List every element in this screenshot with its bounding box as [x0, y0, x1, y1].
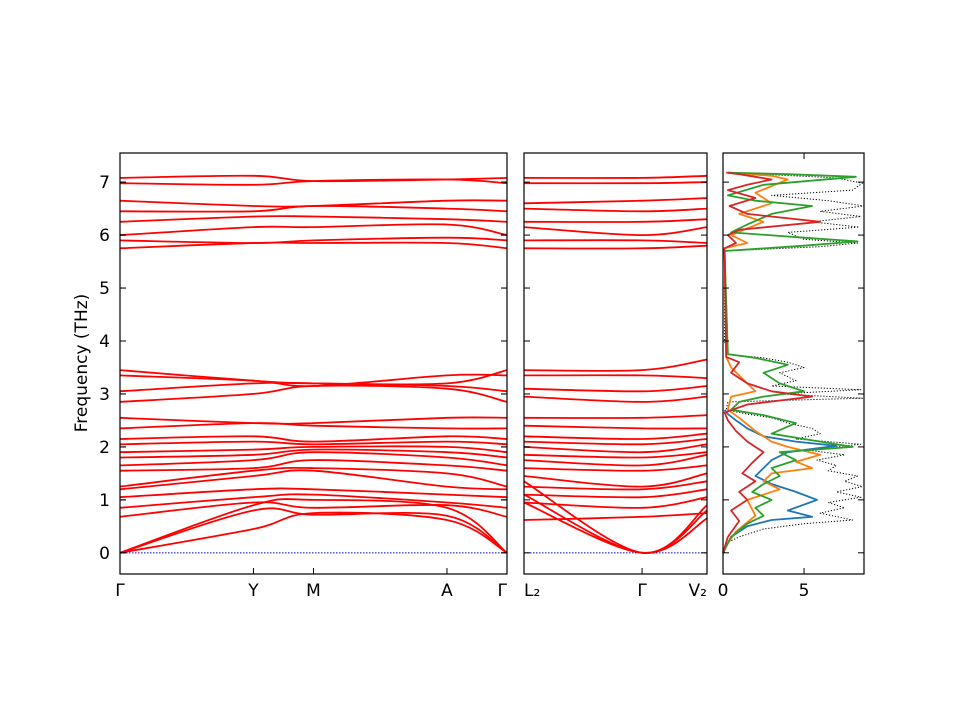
y-tick-label: 1 — [99, 491, 110, 511]
dos-series-line — [722, 171, 822, 554]
band-structure-secondary-band-line — [523, 472, 708, 488]
band-structure-secondary-band-line — [523, 443, 708, 454]
band-structure-secondary-band-line — [523, 453, 708, 467]
band-structure-secondary-band-line — [523, 480, 708, 491]
y-tick-label: 6 — [99, 226, 110, 246]
band-structure-secondary-band-line — [523, 480, 708, 554]
density-of-states-xtick-label: 5 — [799, 581, 810, 601]
band-structure-main-band-line — [119, 236, 508, 244]
band-structure-main-xtick-label: M — [306, 581, 321, 601]
band-structure-secondary-band-line — [523, 424, 708, 430]
y-tick-label: 3 — [99, 385, 110, 405]
band-structure-secondary-frame — [523, 152, 708, 575]
band-structure-main-xtick-label: Γ — [115, 581, 125, 601]
y-tick-label: 2 — [99, 438, 110, 458]
band-structure-main-band-line — [119, 199, 508, 208]
band-structure-secondary-band-line — [523, 488, 708, 499]
band-structure-main-band-line — [119, 435, 508, 443]
band-structure-main-band-line — [119, 448, 508, 459]
band-structure-main-band-line — [119, 507, 508, 554]
band-structure-main-band-line — [119, 493, 508, 509]
band-structure-secondary-band-line — [523, 358, 708, 372]
y-tick-label: 7 — [99, 173, 110, 193]
band-structure-secondary-band-line — [523, 244, 708, 250]
y-axis-label: Frequency (THz) — [72, 294, 92, 433]
band-structure-secondary-band-line — [523, 451, 708, 459]
band-structure-main-band-line — [119, 373, 508, 388]
dos-series-line — [722, 409, 838, 554]
y-tick-label: 0 — [99, 544, 110, 564]
band-structure-secondary-xtick-label: L₂ — [524, 581, 540, 601]
band-structure-main-band-line — [119, 487, 508, 499]
band-structure-secondary-band-line — [523, 374, 708, 379]
band-structure-main-band-line — [119, 241, 508, 250]
y-tick-label: 4 — [99, 332, 110, 352]
density-of-states-frame — [722, 152, 865, 575]
dos-series-line — [722, 172, 865, 556]
band-structure-main-band-line — [119, 451, 508, 467]
band-structure-main-band-line — [119, 501, 508, 518]
band-structure-main-band-line — [119, 440, 508, 446]
band-structure-secondary-panel: L₂ Γ V₂ — [523, 152, 708, 601]
band-structure-main-band-line — [119, 498, 508, 554]
band-structure-secondary-xtick-label: V₂ — [689, 581, 707, 601]
band-structure-main-band-line — [119, 511, 508, 554]
band-structure-main-band-line — [119, 459, 508, 472]
dos-series-line — [722, 171, 859, 554]
band-structure-secondary-band-line — [523, 438, 708, 446]
band-structure-secondary-band-line — [523, 512, 708, 521]
band-structure-secondary-band-line — [523, 226, 708, 237]
band-structure-main-band-line — [119, 469, 508, 491]
band-structure-secondary-band-line — [523, 218, 708, 223]
band-structure-secondary-band-line — [523, 174, 708, 179]
band-structure-main-band-line — [119, 466, 508, 488]
band-structure-secondary-band-line — [523, 414, 708, 419]
band-structure-secondary-band-line — [523, 197, 708, 205]
band-structure-main-band-line — [119, 223, 508, 236]
band-structure-main-band-line — [119, 422, 508, 430]
band-structure-main-xtick-label: Γ — [498, 581, 508, 601]
y-tick-label: 5 — [99, 279, 110, 299]
band-structure-secondary-band-line — [523, 181, 708, 185]
band-structure-main-band-line — [119, 445, 508, 454]
band-structure-secondary-band-line — [523, 496, 708, 509]
density-of-states-xtick-label: 0 — [718, 581, 729, 601]
band-structure-secondary-band-line — [523, 464, 708, 472]
band-structure-main-band-line — [119, 416, 508, 425]
band-structure-secondary-band-line — [523, 395, 708, 403]
band-structure-main-band-line — [119, 369, 508, 386]
band-structure-secondary-band-line — [523, 239, 708, 244]
band-structure-secondary-band-line — [523, 432, 708, 440]
band-structure-main-xtick-label: A — [441, 581, 453, 601]
band-structure-secondary-band-line — [523, 385, 708, 393]
band-structure-main-band-line — [119, 174, 508, 183]
band-structure-secondary-band-line — [523, 207, 708, 213]
band-structure-secondary-xtick-label: Γ — [637, 581, 647, 601]
band-structure-main-band-line — [119, 215, 508, 223]
band-structure-main-xtick-label: Y — [247, 581, 259, 601]
